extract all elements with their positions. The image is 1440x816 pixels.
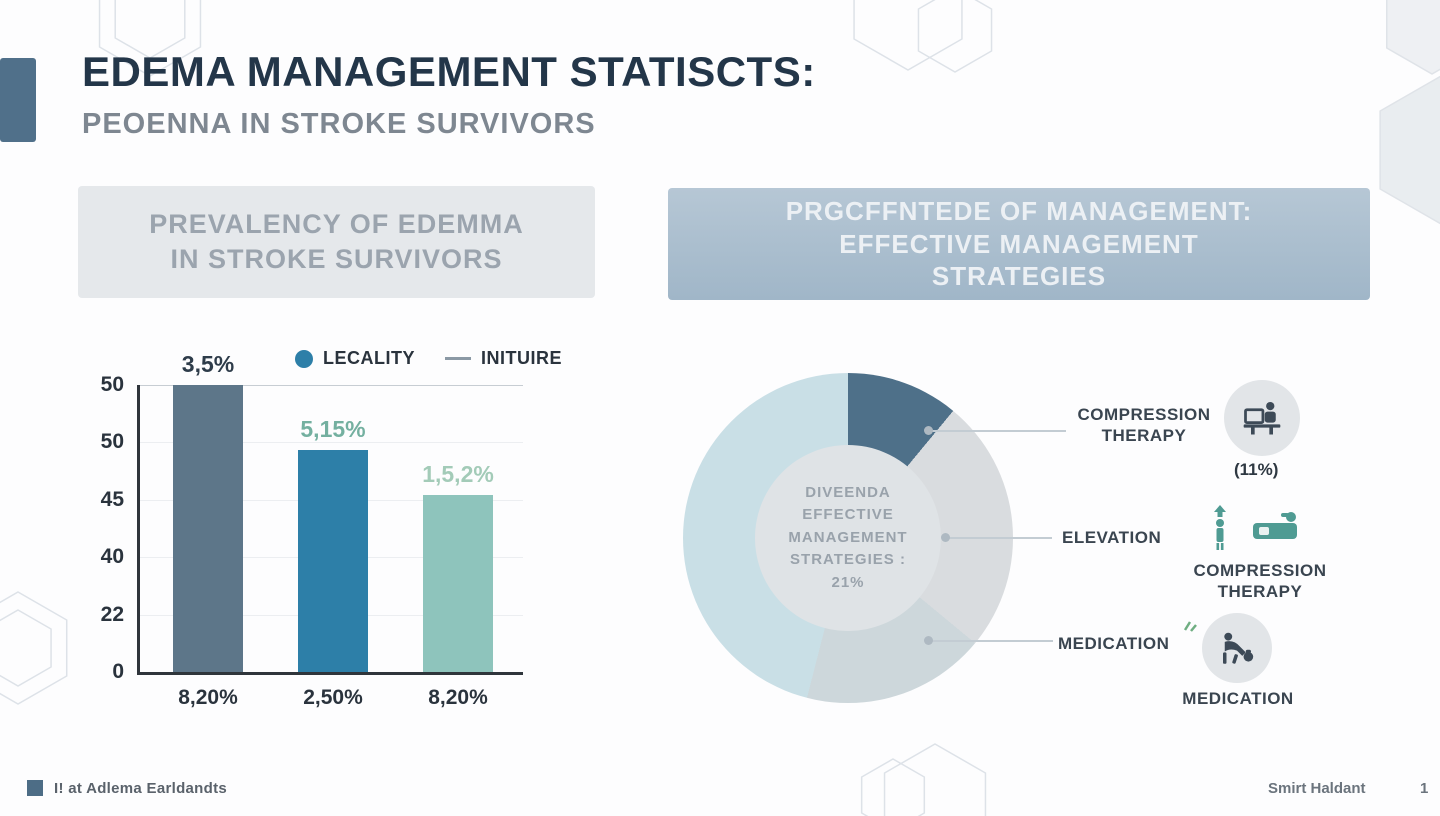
footer-left-text: I! at Adlema Earldandts (54, 780, 228, 797)
bar-value-label: 1,5,2% (422, 460, 494, 487)
footer-page-number: 1 (1420, 780, 1429, 797)
compression-therapy-icon (1224, 380, 1300, 456)
bar-fill (173, 385, 243, 672)
footer-accent-square (27, 780, 43, 796)
compression-percentage-note: (11%) (1234, 460, 1279, 479)
gridline (140, 385, 523, 386)
y-axis-tick: 45 (100, 487, 124, 511)
bar-chart: 50 50 45 40 22 0 3,5% 5,15% 1,5,2% 8,20%… (101, 351, 523, 709)
slide-title: EDEMA MANAGEMENT STATISCTS: (82, 48, 816, 95)
x-axis-label: 2,50% (303, 686, 363, 709)
callout-line (948, 537, 1052, 539)
left-header-line1: PREVALENCY OF EDEMMA (149, 208, 524, 239)
y-axis-tick: 22 (100, 602, 124, 626)
elevation-icons (1207, 503, 1303, 551)
callout-line (932, 430, 1066, 432)
y-axis-tick: 50 (100, 430, 124, 454)
donut-center-line: EFFECTIVE (802, 506, 894, 524)
x-axis-label: 8,20% (178, 686, 238, 709)
legend-item: LECALITY (295, 348, 415, 369)
bar-chart-legend: LECALITY INITUIRE (295, 348, 562, 369)
bar-value-label: 5,15% (300, 415, 366, 442)
y-axis-tick: 0 (112, 660, 124, 683)
legend-label: LECALITY (323, 348, 415, 368)
donut-center-label: DIVEENDA EFFECTIVE MANAGEMENT STRATEGIES… (755, 445, 941, 631)
slide-subtitle: PEOENNA IN STROKE SURVIVORS (82, 108, 596, 140)
callout-line (931, 640, 1053, 642)
accent-square (0, 58, 36, 142)
legend-item: INITUIRE (445, 348, 562, 369)
callout-label-compression: COMPRESSION THERAPY (1077, 405, 1211, 446)
callout-label-medication: MEDICATION (1058, 634, 1170, 653)
right-panel-header: PRGCFFNTEDE OF MANAGEMENT: EFFECTIVE MAN… (668, 188, 1370, 300)
donut-center-line: 21% (831, 573, 865, 591)
medication-icon (1202, 613, 1272, 683)
callout-dot (941, 533, 950, 542)
callout-dot (924, 636, 933, 645)
bar-fill (423, 494, 493, 672)
bar-fill (298, 449, 368, 672)
legend-line-icon (445, 357, 471, 360)
y-axis-tick: 50 (100, 373, 124, 396)
bar-column: 1,5,2% (422, 460, 494, 672)
donut-center-line: MANAGEMENT (788, 528, 908, 546)
y-axis-tick: 40 (100, 545, 124, 569)
right-header-line1: PRGCFFNTEDE OF MANAGEMENT: (785, 196, 1253, 227)
footer-author-text: Smirt Haldant (1268, 780, 1366, 797)
compression-therapy-caption: COMPRESSION THERAPY (1193, 561, 1327, 602)
person-icon (1214, 505, 1226, 550)
right-header-line2: EFFECTIVE MANAGEMENT (839, 228, 1199, 259)
right-header-line3: STRATEGIES (931, 261, 1107, 292)
legend-dot-icon (295, 349, 313, 368)
therapy-device-icon (1253, 512, 1297, 539)
bar-column: 5,15% (298, 416, 368, 672)
leaf-marks-icon (1183, 621, 1197, 632)
donut-center-line: DIVEENDA (805, 483, 891, 501)
legend-label: INITUIRE (481, 348, 563, 368)
x-axis-label: 8,20% (428, 686, 488, 709)
callout-dot (924, 426, 933, 435)
left-header-line2: IN STROKE SURVIVORS (170, 244, 503, 274)
gridline (140, 442, 523, 444)
left-panel-header: PREVALENCY OF EDEMMA IN STROKE SURVIVORS (78, 186, 595, 298)
donut-center-line: STRATEGIES : (790, 551, 906, 569)
medication-caption: MEDICATION (1182, 689, 1294, 708)
bar-value-label: 3,5% (181, 351, 235, 377)
callout-label-elevation: ELEVATION (1062, 528, 1162, 547)
bar-column: 3,5% (173, 351, 243, 672)
